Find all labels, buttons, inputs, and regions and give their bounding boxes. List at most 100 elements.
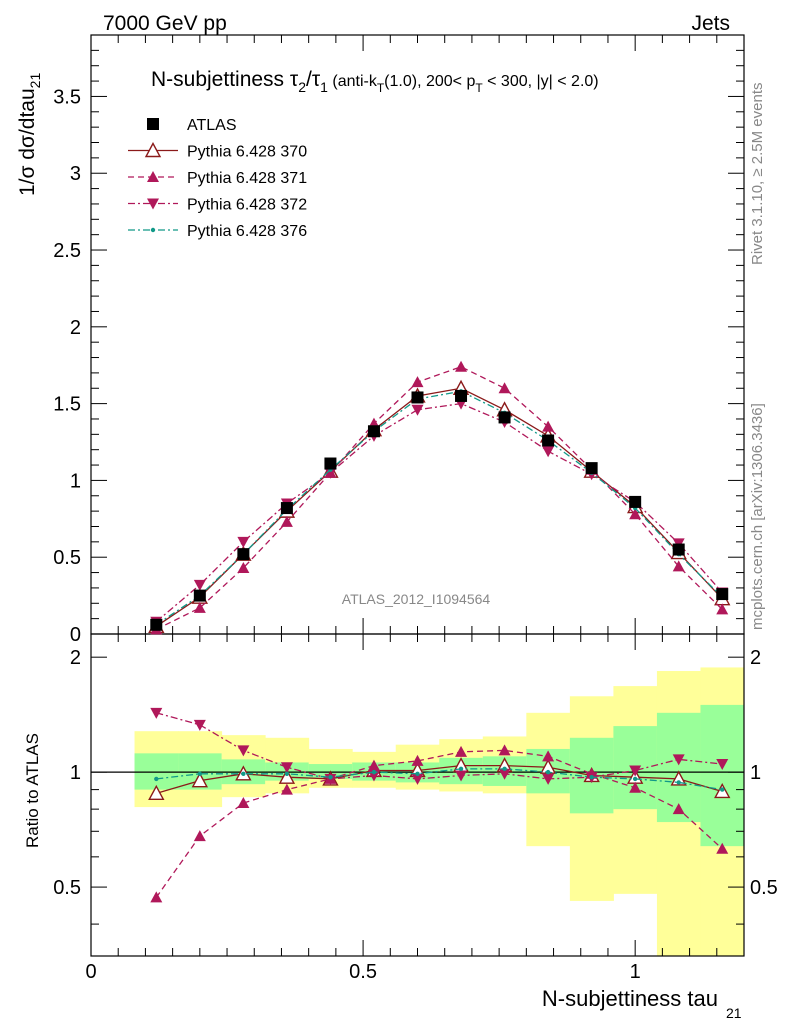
data-point — [411, 376, 424, 388]
data-point — [716, 603, 729, 615]
ratio-y-tick-labels: 0.5 1 2 0.5 1 2 — [53, 647, 778, 899]
ratio-y-tick-label: 0.5 — [53, 877, 81, 899]
data-point — [367, 425, 380, 438]
ratio-y-tick-label-right: 2 — [750, 647, 761, 669]
ratio-y-tick-label-right: 1 — [750, 762, 761, 784]
data-point — [193, 830, 206, 842]
data-point — [455, 389, 468, 402]
data-point — [415, 771, 420, 777]
data-point — [150, 891, 163, 903]
data-point — [676, 780, 681, 785]
data-point — [144, 142, 162, 158]
data-point — [632, 776, 638, 782]
data-point — [237, 797, 250, 809]
y-axis-label-main: 1/σ dσ/dtau21 — [16, 73, 43, 196]
legend-entry: Pythia 6.428 370 — [128, 142, 307, 161]
data-point — [455, 770, 468, 782]
data-point — [193, 579, 206, 591]
x-tick-label: 1 — [630, 961, 641, 983]
y-tick-label: 0 — [70, 624, 81, 646]
ratio-y-tick-label: 1 — [70, 762, 81, 784]
data-point — [367, 759, 380, 771]
data-point — [367, 770, 380, 782]
data-point — [324, 457, 337, 470]
data-point — [411, 404, 424, 416]
data-point — [284, 771, 290, 777]
data-point — [193, 719, 206, 731]
data-point — [154, 776, 159, 782]
header-category: Jets — [691, 12, 730, 35]
data-point — [150, 227, 156, 233]
legend-entry: Pythia 6.428 376 — [128, 223, 307, 240]
legend-label: ATLAS — [187, 117, 237, 134]
ratio-y-tick-label: 2 — [70, 647, 81, 669]
data-point — [585, 462, 598, 475]
data-point — [148, 784, 165, 801]
data-point — [411, 773, 424, 785]
data-point — [545, 769, 551, 775]
data-point — [716, 759, 729, 771]
data-point — [672, 560, 685, 572]
data-point — [502, 766, 507, 772]
uncertainty-bands — [134, 667, 745, 956]
data-point — [458, 766, 464, 772]
mcplots-label: mcplots.cern.ch [arXiv:1306.3436] — [749, 403, 766, 630]
y-axis-label-ratio: Ratio to ATLAS — [23, 733, 42, 848]
ratio-line — [156, 712, 723, 780]
data-point — [672, 754, 685, 766]
inner-band-bin — [700, 704, 745, 847]
series-line — [155, 402, 723, 623]
ratio-y-tick-label-right: 0.5 — [750, 877, 778, 899]
legend-entry: Pythia 6.428 371 — [128, 170, 307, 187]
series-line — [155, 390, 723, 626]
y-tick-label: 3.5 — [53, 86, 81, 108]
x-tick-label: 0.5 — [349, 961, 377, 983]
data-point — [498, 768, 511, 780]
data-point — [411, 391, 424, 404]
data-point — [280, 783, 293, 795]
y-tick-label: 2.5 — [53, 240, 81, 262]
y-tick-label: 1.5 — [53, 394, 81, 416]
x-tick-labels: 0 0.5 1 — [85, 961, 640, 983]
legend-entry: Pythia 6.428 372 — [128, 197, 307, 214]
axis-ticks — [90, 34, 745, 956]
data-point — [672, 803, 685, 815]
series-0 — [150, 389, 729, 631]
y-tick-label: 2 — [70, 317, 81, 339]
legend-label: Pythia 6.428 371 — [187, 170, 307, 187]
data-point — [237, 745, 250, 757]
data-point — [629, 495, 642, 508]
x-tick-label: 0 — [85, 961, 96, 983]
data-point — [720, 787, 725, 792]
data-point — [716, 842, 729, 854]
ratio-line — [155, 749, 723, 898]
data-point — [371, 769, 377, 775]
data-point — [542, 773, 555, 785]
legend-label: Pythia 6.428 376 — [187, 223, 307, 240]
data-point — [150, 707, 163, 719]
header-energy: 7000 GeV pp — [103, 12, 227, 35]
data-point — [237, 548, 250, 561]
data-point — [629, 508, 642, 520]
data-point — [237, 536, 250, 548]
x-axis-label: N-subjettiness tau — [542, 986, 718, 1011]
x-axis-label-sub: 21 — [726, 1005, 742, 1021]
legend: ATLAS Pythia 6.428 370 Pythia 6.428 371 Pyt… — [128, 117, 307, 240]
ratio-series-2 — [150, 744, 729, 903]
data-point — [197, 771, 203, 777]
y-tick-label: 1 — [70, 470, 81, 492]
data-point — [328, 774, 333, 780]
ratio-line — [156, 768, 723, 791]
data-point — [498, 744, 511, 756]
data-point — [280, 515, 293, 527]
y-tick-label: 3 — [70, 163, 81, 185]
data-point — [191, 772, 209, 788]
legend-entry: ATLAS — [147, 117, 237, 134]
data-point — [147, 198, 159, 210]
data-point — [542, 420, 555, 432]
data-point — [542, 434, 555, 447]
data-point — [498, 411, 511, 424]
data-point — [241, 771, 246, 777]
data-point — [455, 360, 468, 372]
